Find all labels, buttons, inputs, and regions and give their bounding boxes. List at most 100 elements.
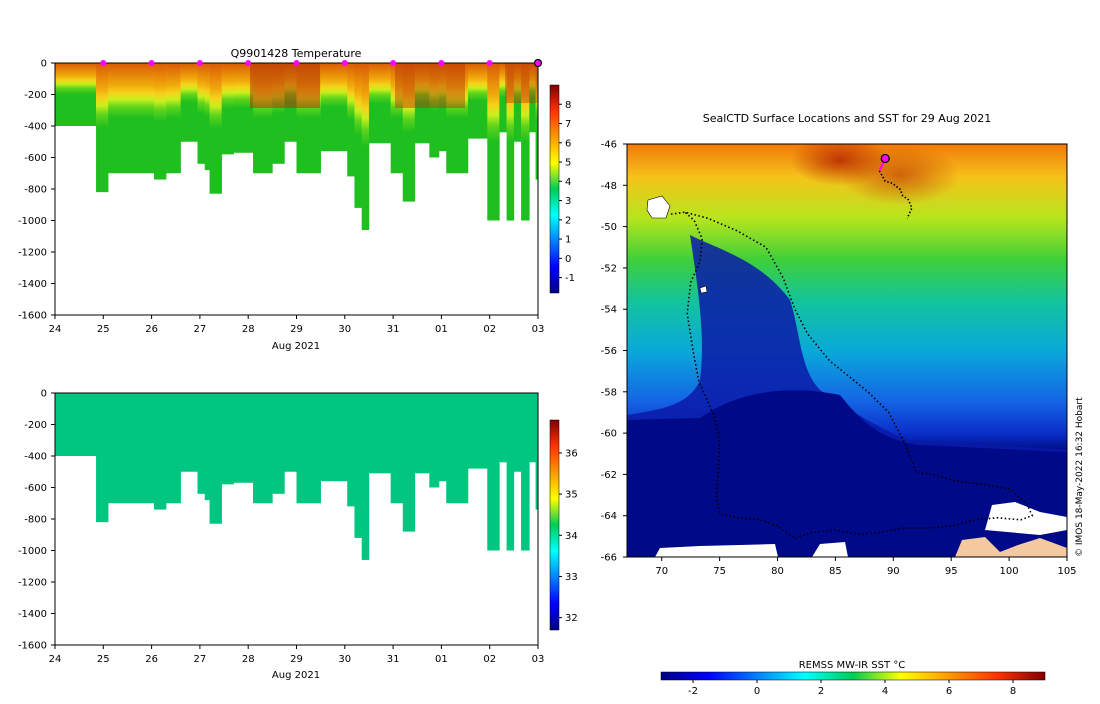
section-column <box>180 63 198 142</box>
section-column <box>83 393 97 456</box>
colorbar-tick-label: 5 <box>565 158 571 169</box>
section-column <box>361 393 370 560</box>
section-column <box>506 393 515 551</box>
section-column <box>221 393 235 485</box>
profile-marker <box>341 60 348 66</box>
section-column <box>320 63 334 152</box>
colorbar-tick-label: 1 <box>565 235 571 246</box>
section-column <box>429 393 440 488</box>
colorbar-tick-label: -1 <box>565 273 575 284</box>
y-tick-label: -600 <box>24 153 47 164</box>
sst-colorbar-label: REMSS MW-IR SST °C <box>799 660 906 671</box>
map-y-tick-label: -52 <box>601 263 617 274</box>
section-column <box>529 63 536 133</box>
section-column <box>499 393 507 463</box>
section-column <box>204 63 210 171</box>
map-x-tick-label: 75 <box>713 566 726 577</box>
temperature-x-axis: 24 25 26 27 28 29 30 31 01 02 03 <box>49 315 545 335</box>
section-column <box>467 393 488 469</box>
salinity-colorbar-ticks: 32 33 34 35 36 <box>559 448 578 624</box>
colorbar-tick-label: 2 <box>565 215 571 226</box>
section-column <box>108 63 131 174</box>
temperature-colorbar <box>549 84 560 294</box>
section-column <box>487 63 500 221</box>
section-column <box>209 63 222 194</box>
section-column <box>55 393 85 456</box>
section-column <box>204 393 210 501</box>
sst-colorbar-tick-label: 2 <box>818 686 824 697</box>
section-column <box>166 63 181 174</box>
x-tick-label: 03 <box>532 324 545 335</box>
x-tick-label: 26 <box>145 654 158 665</box>
section-column <box>467 63 488 139</box>
section-column <box>535 63 538 180</box>
x-tick-label: 24 <box>49 324 62 335</box>
x-tick-label: 03 <box>532 654 545 665</box>
y-tick-label: -400 <box>24 122 47 133</box>
map-x-tick-label: 95 <box>945 566 958 577</box>
sst-field <box>627 144 1067 557</box>
section-column <box>166 393 181 504</box>
section-column <box>347 393 355 507</box>
y-tick-label: -1200 <box>18 578 47 589</box>
map-y-tick-label: -54 <box>601 305 617 316</box>
section-column <box>402 63 416 202</box>
temperature-warm-streaks <box>250 63 538 108</box>
section-column <box>197 63 206 164</box>
map-y-tick-label: -46 <box>601 140 617 151</box>
y-tick-label: 0 <box>41 59 47 70</box>
salinity-x-label: Aug 2021 <box>272 670 320 681</box>
section-column <box>96 393 109 523</box>
section-column <box>368 393 391 474</box>
y-tick-label: -1200 <box>18 248 47 259</box>
y-tick-label: -1000 <box>18 546 47 557</box>
y-tick-label: -400 <box>24 452 47 463</box>
sst-colorbar-ticks: -2 0 2 4 6 8 <box>688 680 1016 697</box>
profile-marker <box>196 60 203 66</box>
section-column <box>233 63 249 153</box>
section-column <box>347 63 355 177</box>
x-tick-label: 25 <box>97 324 110 335</box>
map-x-tick-label: 100 <box>1000 566 1019 577</box>
sea-ice <box>812 542 848 557</box>
map-title: SealCTD Surface Locations and SST for 29… <box>703 112 992 125</box>
colorbar-tick-label: 34 <box>565 531 578 542</box>
section-column <box>146 63 155 174</box>
sst-colorbar-tick-label: -2 <box>688 686 698 697</box>
temperature-title: Q9901428 Temperature <box>231 47 362 60</box>
map-x-tick-label: 80 <box>771 566 784 577</box>
section-column <box>96 63 109 193</box>
map-x-axis: 70 75 80 85 90 95 100 105 <box>655 557 1077 577</box>
section-column <box>368 63 391 144</box>
map-x-tick-label: 105 <box>1057 566 1076 577</box>
sst-colorbar-tick-label: 8 <box>1010 686 1016 697</box>
y-tick-label: -800 <box>24 515 47 526</box>
sea-ice <box>655 544 778 557</box>
section-column <box>296 393 321 504</box>
x-tick-label: 31 <box>387 654 400 665</box>
colorbar-tick-label: 35 <box>565 490 578 501</box>
profile-marker <box>148 60 155 66</box>
section-column <box>253 393 273 504</box>
section-column <box>438 393 447 482</box>
salinity-x-axis: 24 25 26 27 28 29 30 31 01 02 03 <box>49 645 545 665</box>
colorbar-tick-label: 32 <box>565 613 578 624</box>
seal-track <box>670 211 1034 540</box>
section-column <box>361 63 370 230</box>
profile-marker <box>486 60 493 66</box>
section-column <box>272 393 285 494</box>
colorbar-tick-label: 3 <box>565 196 571 207</box>
x-tick-label: 29 <box>290 324 303 335</box>
x-tick-label: 02 <box>483 654 496 665</box>
y-tick-label: -200 <box>24 420 47 431</box>
sst-colorbar-tick-label: 6 <box>946 686 952 697</box>
x-tick-label: 27 <box>194 654 207 665</box>
colorbar-tick-label: 36 <box>565 448 578 459</box>
section-column <box>180 393 198 472</box>
warm-water-patch <box>840 145 960 205</box>
section-column <box>129 393 148 504</box>
section-column <box>55 63 85 126</box>
section-column <box>499 63 507 133</box>
x-tick-label: 28 <box>242 654 255 665</box>
